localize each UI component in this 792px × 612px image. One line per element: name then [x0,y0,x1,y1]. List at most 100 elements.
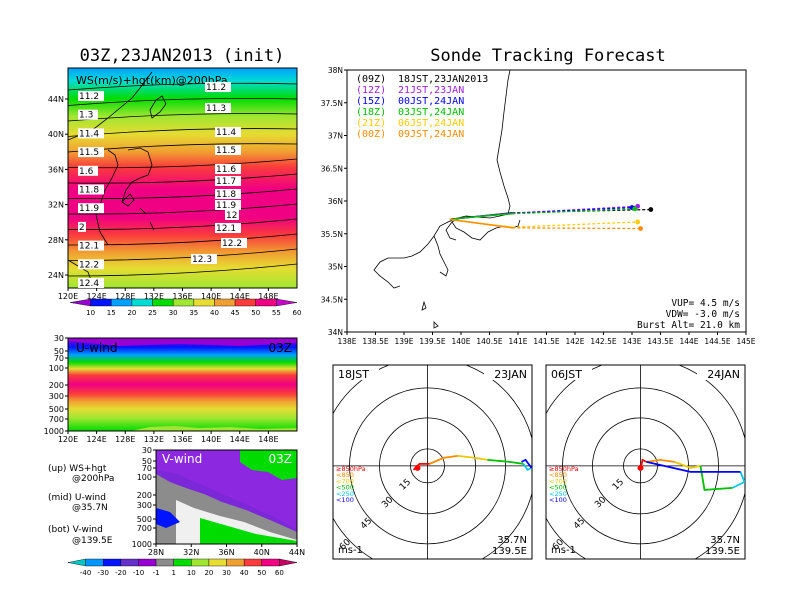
ws-x-tick-label: 140E [201,292,221,301]
map-x-tick-label: 145E [736,337,755,346]
polar-date-label: 23JAN [494,368,527,381]
v-colorbar-label: 1 [171,569,175,577]
map-y-tick-label: 35N [328,263,343,272]
ws-y-tick-label: 36N [48,165,64,174]
contour-label-box [225,210,239,220]
contour-label-right: 11.8 [216,190,236,200]
contour-label-right: 11.3 [206,104,226,114]
ws-x-tick-label: 120E [58,292,78,301]
map-y-tick-label: 34N [328,328,343,337]
v-y-tick-label: 30 [142,446,152,455]
hodograph-start [414,464,421,471]
ws-colorbar-label: 15 [107,309,116,317]
polar-rings [546,365,745,559]
u-y-tick-label: 1000 [44,427,64,436]
ws-x-tick-label: 136E [172,292,192,301]
polar-lon: 139.5E [492,546,527,557]
v-colorbar-swatch [138,558,157,567]
note-mid: (mid) U-wind [48,493,106,503]
polar-time-label: 06JST [551,368,582,381]
map-x-tick-label: 140E [451,337,470,346]
ws-right-contour-labels: 11.2 11.3 11.4 11.5 11.6 11.7 11.811.912 12.1 12… [191,82,247,265]
ws-colorbar-label: 20 [127,309,136,317]
sonde-param-1: VDW= -3.0 m/s [666,309,740,320]
polar-lat: 35.7N [497,535,527,546]
track-ascent-5 [449,218,513,229]
hodograph-segment-1 [646,458,675,463]
contour-label-box [78,240,104,251]
ws-colorbar-label: 10 [86,309,95,317]
track-endpoint-3 [632,206,638,212]
v-wind-x-ticks: 28N 32N 36N 40N 44N [148,544,305,557]
contour-label-box [78,128,104,139]
ws-x-tick-label: 144E [230,292,250,301]
contour-label-right: 12.1 [216,224,236,234]
pressure-legend-5: <100 [549,496,567,504]
contour-label-left: 2 [79,223,85,233]
trajectory-map-panel: (09Z) 18JST,23JAN2013 (12Z) 21JST,23JAN (15Z… [321,66,756,346]
ws-colorbar-swatch [172,298,195,307]
v-colorbar-label: -10 [133,569,144,577]
contour-label-right: 11.7 [216,177,236,187]
sonde-param-2: Burst Alt= 21.0 km [637,320,740,331]
u-x-tick-label: 136E [172,435,192,444]
polar-unit: ms-1 [338,545,363,556]
track-descent-0 [512,208,651,214]
ws-y-tick-label: 28N [48,236,64,245]
contour-label-box [78,184,104,195]
ws-colorbar-label: 50 [251,309,260,317]
contour-label-left: 11.5 [79,148,99,158]
v-y-tick-label: 70 [142,464,152,473]
v-y-tick-label: 200 [137,491,152,500]
u-x-tick-label: 140E [201,435,221,444]
contour-label-box [215,200,241,210]
contour-label-left: 12.2 [79,260,99,270]
legend-time-5: 09JST,24JAN [398,129,464,140]
v-y-tick-label: 100 [137,473,152,482]
note-up2: @200hPa [72,474,114,484]
contour-label-left: 12.1 [79,242,99,252]
pressure-legend-4: <250 [336,490,354,498]
v-colorbar-label: 60 [275,569,284,577]
v-colorbar-swatch [120,558,139,567]
ws-x-ticks: 120E 124E 128E 132E 136E 140E 144E 148E [58,288,279,301]
v-colorbar-swatch [155,558,174,567]
panel-notes: (up) WS+hgt @200hPa (mid) U-wind @35.7N … [48,464,114,546]
map-x-tick-label: 139E [394,337,413,346]
v-x-tick-label: 44N [289,548,305,557]
contour-label-box [191,254,217,264]
map-x-tick-label: 143.5E [647,337,673,346]
v-x-tick-label: 40N [254,548,270,557]
v-y-tick-label: 700 [137,524,152,533]
map-x-tick-label: 139.5E [419,337,445,346]
contour-label-box [78,147,104,158]
height-contour-12.4 [68,263,297,277]
sonde-param-0: VUP= 4.5 m/s [671,298,740,309]
map-y-ticks: 34N 34.5N 35N 35.5N 36N 36.5N 37N 37.5N 38N [321,66,347,337]
ws-colorbar-label: 60 [293,309,302,317]
legend-time-3: 03JST,24JAN [398,107,464,118]
track-ascent-3 [449,213,513,221]
ws-left-contour-labels: 11.2 1.3 11.4 11.5 1.6 11.8 11.9 2 12.1 12.2 12.4 [78,91,104,289]
contour-label-box [78,259,104,270]
right-title: Sonde Tracking Forecast [430,46,665,66]
contour-label-left: 12.4 [79,279,99,289]
polar-time-box [335,368,379,380]
contour-label-box [78,278,104,288]
ws-y-tick-label: 32N [48,201,64,210]
ws-colorbar-label: 40 [210,309,219,317]
contour-label-right: 11.2 [206,83,226,93]
v-colorbar-label: 10 [187,569,196,577]
v-colorbar-label: 40 [240,569,249,577]
map-x-tick-label: 144.5E [704,337,730,346]
legend-run-1: (12Z) [356,85,386,96]
legend-run-3: (18Z) [356,107,386,118]
pressure-legend-0: ≥850hPa [549,465,579,473]
ws-colorbar-swatch [193,298,215,307]
track-legend: (09Z) 18JST,23JAN2013 (12Z) 21JST,23JAN (15Z… [356,74,488,140]
hodograph-segment-2 [674,461,701,469]
